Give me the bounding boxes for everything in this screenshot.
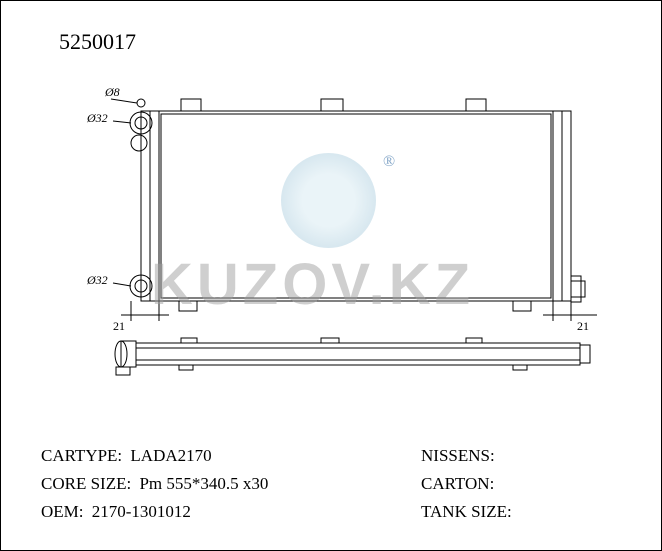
- brand-logo-icon: [281, 153, 376, 248]
- registered-mark: ®: [383, 153, 395, 171]
- spec-label-carton: CARTON:: [421, 474, 494, 493]
- dim-right-width: 21: [577, 319, 589, 334]
- spec-label-cartype: CARTYPE:: [41, 446, 122, 465]
- dim-top-port: Ø32: [87, 111, 108, 126]
- spec-label-oem: OEM:: [41, 502, 84, 521]
- spec-value-coresize: Pm 555*340.5 x30: [139, 474, 268, 493]
- spec-label-nissens: NISSENS:: [421, 446, 495, 465]
- spec-label-tanksize: TANK SIZE:: [421, 502, 512, 521]
- spec-value-cartype: LADA2170: [130, 446, 211, 465]
- spec-row: OEM: 2170-1301012 TANK SIZE:: [41, 502, 641, 522]
- spec-row: CARTYPE: LADA2170 NISSENS:: [41, 446, 641, 466]
- dim-bottom-port: Ø32: [87, 273, 108, 288]
- dim-left-width: 21: [113, 319, 125, 334]
- spec-value-oem: 2170-1301012: [92, 502, 191, 521]
- part-number: 5250017: [59, 29, 136, 55]
- spec-label-coresize: CORE SIZE:: [41, 474, 131, 493]
- spec-row: CORE SIZE: Pm 555*340.5 x30 CARTON:: [41, 474, 641, 494]
- dim-top-small-port: Ø8: [105, 85, 120, 100]
- spec-block: CARTYPE: LADA2170 NISSENS: CORE SIZE: Pm…: [41, 446, 641, 530]
